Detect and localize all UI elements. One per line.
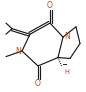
Text: O: O: [35, 79, 41, 88]
Text: N: N: [15, 47, 20, 56]
Text: N: N: [64, 32, 70, 41]
Text: H: H: [64, 69, 69, 75]
Text: O: O: [47, 1, 53, 10]
